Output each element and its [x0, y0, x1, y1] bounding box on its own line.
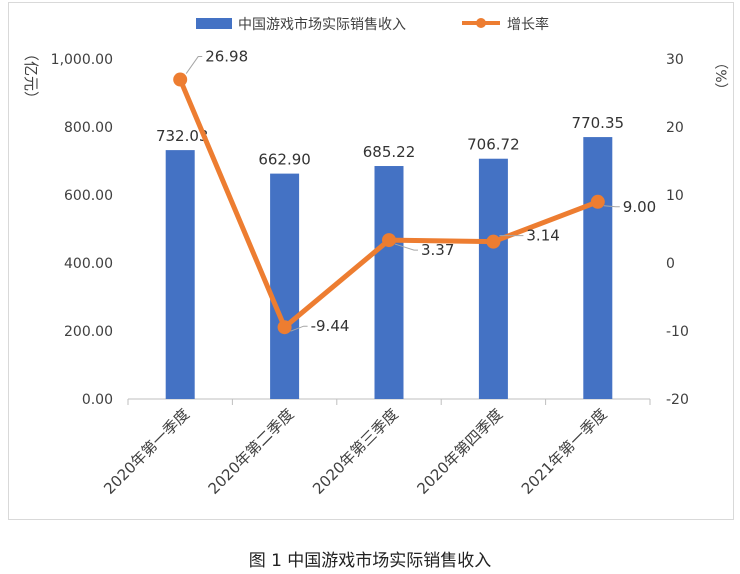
x-category-label: 2020年第三季度	[309, 405, 402, 498]
growth-rate-point	[590, 194, 605, 209]
y-left-tick-label: 600.00	[64, 188, 113, 204]
y-left-tick-label: 0.00	[82, 392, 113, 408]
y-right-tick-label: -10	[666, 324, 689, 340]
growth-rate-point	[486, 234, 501, 249]
growth-label-leader	[185, 56, 203, 74]
bar	[270, 173, 300, 399]
bar	[478, 158, 508, 399]
y-right-tick-label: -20	[666, 392, 689, 408]
figure-caption: 图 1 中国游戏市场实际销售收入	[248, 551, 492, 571]
x-category-label: 2020年第一季度	[100, 405, 193, 498]
growth-value-label: 26.98	[205, 48, 248, 66]
y-left-tick-label: 200.00	[64, 324, 113, 340]
growth-rate-point	[382, 233, 396, 248]
bar-value-label: 662.90	[258, 151, 311, 169]
legend-line-label: 增长率	[507, 16, 549, 33]
growth-label-leader	[394, 243, 418, 251]
growth-value-label: 9.00	[623, 198, 656, 216]
y-right-axis-label: （%）	[712, 55, 728, 96]
growth-rate-point	[173, 72, 188, 87]
y-right-tick-label: 10	[666, 188, 684, 204]
y-right-tick-label: 30	[666, 52, 684, 68]
bar	[583, 137, 613, 399]
legend-line-marker	[476, 18, 486, 28]
bar-value-label: 770.35	[572, 114, 625, 132]
growth-value-label: 3.37	[421, 241, 454, 259]
bar	[165, 150, 195, 399]
y-right-tick-label: 0	[666, 256, 675, 272]
x-category-label: 2020年第四季度	[413, 405, 506, 498]
y-right-tick-label: 20	[666, 120, 684, 136]
legend-bar-label: 中国游戏市场实际销售收入	[238, 16, 406, 33]
x-category-label: 2021年第一季度	[518, 405, 611, 498]
growth-rate-point	[277, 320, 292, 335]
bar-value-label: 732.03	[156, 127, 209, 145]
x-category-label: 2020年第二季度	[205, 405, 298, 498]
growth-value-label: -9.44	[311, 317, 350, 335]
chart-frame	[8, 2, 734, 520]
y-left-tick-label: 800.00	[64, 120, 113, 136]
bar	[374, 166, 404, 399]
y-left-axis-label: （亿元）	[22, 46, 40, 106]
growth-label-leader	[290, 325, 308, 332]
y-left-tick-label: 1,000.00	[51, 52, 113, 68]
y-left-tick-label: 400.00	[64, 256, 113, 272]
bar-value-label: 685.22	[363, 143, 416, 161]
bar-value-label: 706.72	[467, 136, 520, 154]
combo-chart: 0.00 200.00 400.00 600.00 800.00 1,000.00 -20 -…	[22, 16, 728, 498]
growth-label-leader	[603, 205, 620, 208]
legend-bar-swatch	[196, 18, 232, 29]
growth-value-label: 3.14	[526, 227, 559, 245]
